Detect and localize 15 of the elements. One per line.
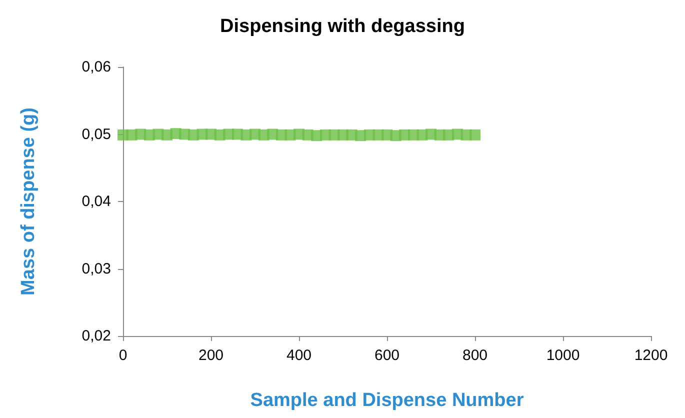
y-tick-label: 0,05	[82, 126, 111, 143]
y-axis-title: Mass of dispense (g)	[18, 108, 39, 296]
x-tick-label: 800	[462, 347, 488, 364]
x-tick-label: 0	[118, 347, 128, 364]
y-tick-label: 0,06	[82, 58, 111, 76]
y-tick-label: 0,02	[82, 328, 111, 344]
y-tick-label: 0,04	[82, 193, 111, 210]
x-tick-label: 200	[198, 347, 224, 364]
x-tick-label: 1200	[634, 347, 668, 364]
chart-title: Dispensing with degassing	[220, 16, 465, 37]
x-tick-label: 1000	[546, 347, 580, 364]
y-tick-label: 0,03	[82, 260, 111, 278]
x-axis-title: Sample and Dispense Number	[250, 390, 524, 411]
x-tick-label: 400	[286, 347, 312, 364]
x-tick-label: 600	[374, 347, 400, 364]
